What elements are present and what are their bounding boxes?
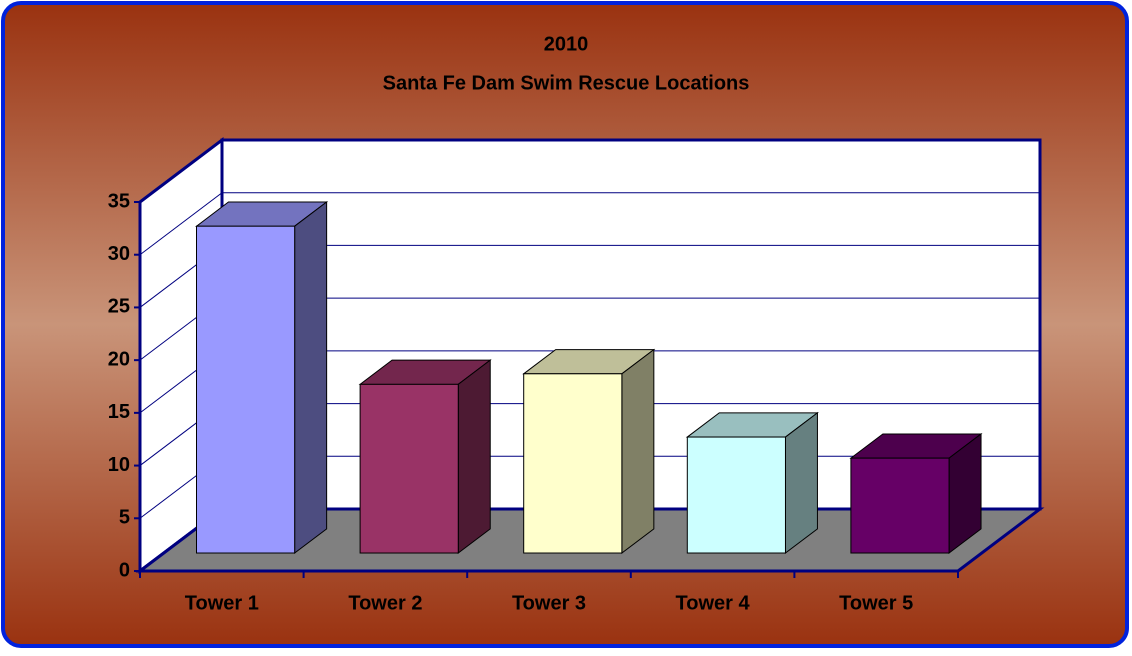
- y-tick-label: 5: [119, 507, 130, 529]
- bar-side: [621, 348, 655, 555]
- bar: [686, 436, 786, 554]
- grid-line: [139, 192, 223, 256]
- bar-side: [784, 411, 818, 555]
- chart-title: 2010: [544, 33, 589, 55]
- y-tick-label: 15: [108, 401, 130, 423]
- bar: [850, 457, 950, 554]
- x-tick-label: Tower 5: [839, 592, 913, 614]
- y-tick-label: 10: [108, 454, 130, 476]
- bar-side: [457, 359, 491, 555]
- y-tick-label: 0: [119, 559, 130, 581]
- bar-side: [294, 201, 328, 555]
- y-tick-label: 30: [108, 243, 130, 265]
- chart-subtitle: Santa Fe Dam Swim Rescue Locations: [383, 72, 750, 94]
- y-tick-label: 35: [108, 190, 130, 212]
- y-tick-label: 25: [108, 296, 130, 318]
- bar: [359, 383, 459, 554]
- x-tick-label: Tower 4: [676, 592, 751, 614]
- bar: [196, 225, 296, 554]
- x-tick-label: Tower 2: [348, 592, 422, 614]
- x-tick-label: Tower 1: [185, 592, 259, 614]
- bar: [523, 373, 623, 554]
- x-tick-label: Tower 3: [512, 592, 586, 614]
- grid-line: [139, 139, 223, 203]
- y-tick-label: 20: [108, 348, 130, 370]
